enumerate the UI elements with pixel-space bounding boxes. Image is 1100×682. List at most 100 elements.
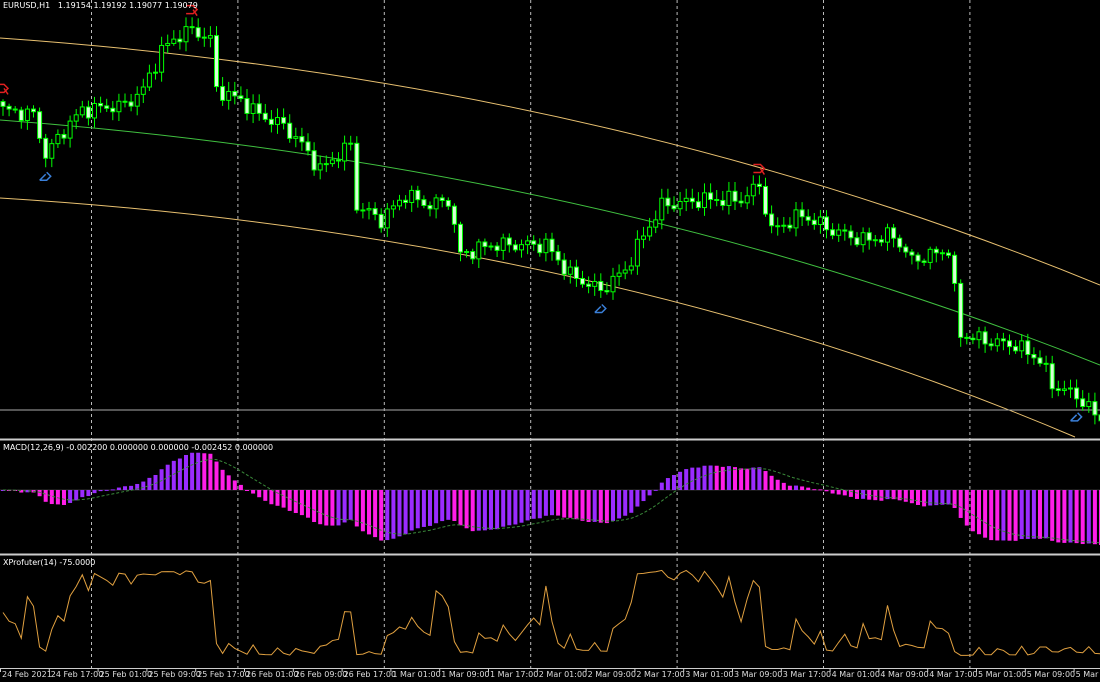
candle-body <box>519 244 524 251</box>
candle-body <box>336 159 341 162</box>
macd-bar <box>824 490 829 492</box>
sell-arrow-icon <box>753 163 766 175</box>
macd-bar <box>903 490 908 502</box>
macd-bar <box>739 468 744 490</box>
macd-bar <box>330 490 335 526</box>
macd-bar <box>501 490 506 527</box>
macd-bar <box>202 453 207 490</box>
time-tick-label: 2 Mar 17:00 <box>636 670 685 679</box>
candle-body <box>567 266 573 275</box>
buy-arrow-icon <box>594 303 607 314</box>
macd-bar <box>665 478 670 490</box>
candle-body <box>506 237 512 246</box>
candle-body <box>415 189 421 201</box>
macd-bar <box>867 490 872 500</box>
candle-body <box>891 227 897 239</box>
candle-body <box>805 216 811 221</box>
time-tick-label: 5 Mar <box>1075 670 1099 679</box>
macd-bar <box>367 490 371 535</box>
time-axis-tickmarks <box>0 668 1075 672</box>
buy-arrow-icon <box>1070 412 1083 422</box>
macd-label: MACD(12,26,9) -0.002200 0.000000 0.00000… <box>3 443 274 452</box>
sell-arrow-icon <box>186 4 199 17</box>
macd-bar <box>25 490 30 493</box>
candle-body <box>628 265 634 271</box>
candle-body <box>592 280 598 287</box>
macd-bar <box>678 471 683 490</box>
candle-body <box>1025 340 1031 356</box>
macd-bar <box>1050 490 1055 541</box>
candle-body <box>378 213 384 229</box>
candle-body <box>43 137 49 159</box>
macd-bar <box>568 490 573 518</box>
macd-bar <box>421 490 426 527</box>
macd-bar <box>482 490 487 531</box>
macd-bar <box>714 465 719 490</box>
candle-body <box>409 189 415 203</box>
candle-body <box>275 117 280 125</box>
macd-bar <box>818 489 823 491</box>
macd-bar <box>208 453 213 490</box>
candle-body <box>110 107 116 113</box>
candle-body <box>250 103 256 114</box>
macd-bar <box>489 490 493 530</box>
candle-body <box>1049 363 1055 390</box>
candle-body <box>543 238 549 254</box>
macd-bar <box>604 490 609 524</box>
macd-bar <box>379 490 384 541</box>
macd-bar <box>537 490 542 519</box>
macd-bar <box>104 489 109 491</box>
time-tick-label: 3 Mar 09:00 <box>734 670 783 679</box>
channel-lower-line <box>0 197 1076 438</box>
candle-body <box>726 190 732 206</box>
candle-body <box>201 36 207 39</box>
macd-bar <box>726 466 731 490</box>
candle-body <box>982 331 988 345</box>
candle-body <box>512 244 518 251</box>
macd-bar <box>684 469 689 490</box>
candle-body <box>360 209 366 212</box>
candle-body <box>561 259 567 275</box>
macd-bar <box>641 490 646 502</box>
macd-bar <box>403 490 408 535</box>
macd-bar <box>135 483 140 490</box>
candle-body <box>49 143 55 159</box>
candle-body <box>708 192 714 201</box>
macd-bar <box>1086 490 1091 544</box>
candle-body <box>665 197 671 207</box>
candle-body <box>921 260 927 263</box>
candle-body <box>531 240 537 245</box>
candle-body <box>793 209 799 229</box>
time-tick-label: 5 Mar 09:00 <box>1026 670 1076 679</box>
candle-body <box>146 72 152 88</box>
macd-bar <box>251 490 256 494</box>
candle-body <box>689 197 695 203</box>
candle-body <box>677 200 683 210</box>
candle-body <box>927 248 933 263</box>
candle-body <box>500 237 506 251</box>
macd-bar <box>897 490 902 501</box>
candle-body <box>122 100 128 103</box>
macd-bar <box>964 490 969 526</box>
sell-arrow-icon <box>0 83 10 95</box>
macd-bar <box>86 490 91 497</box>
macd-bar <box>995 490 1000 541</box>
time-tick-label: 25 Feb 01:00 <box>99 670 153 679</box>
macd-bar <box>1031 490 1036 539</box>
macd-bar <box>513 490 518 525</box>
signal-arrows <box>0 4 1083 422</box>
macd-bar <box>245 490 249 491</box>
macd-bar <box>43 490 48 502</box>
macd-bar <box>1038 490 1042 539</box>
macd-bar <box>842 490 847 496</box>
macd-bar <box>318 490 323 525</box>
macd-bar <box>635 490 640 507</box>
macd-bar <box>470 490 475 532</box>
macd-bar <box>751 467 756 490</box>
time-tick-label: 1 Mar 17:00 <box>490 670 539 679</box>
candle-body <box>451 205 457 225</box>
channel-middle-line <box>0 119 1100 366</box>
macd-bar <box>550 490 554 516</box>
candle-body <box>256 103 262 114</box>
